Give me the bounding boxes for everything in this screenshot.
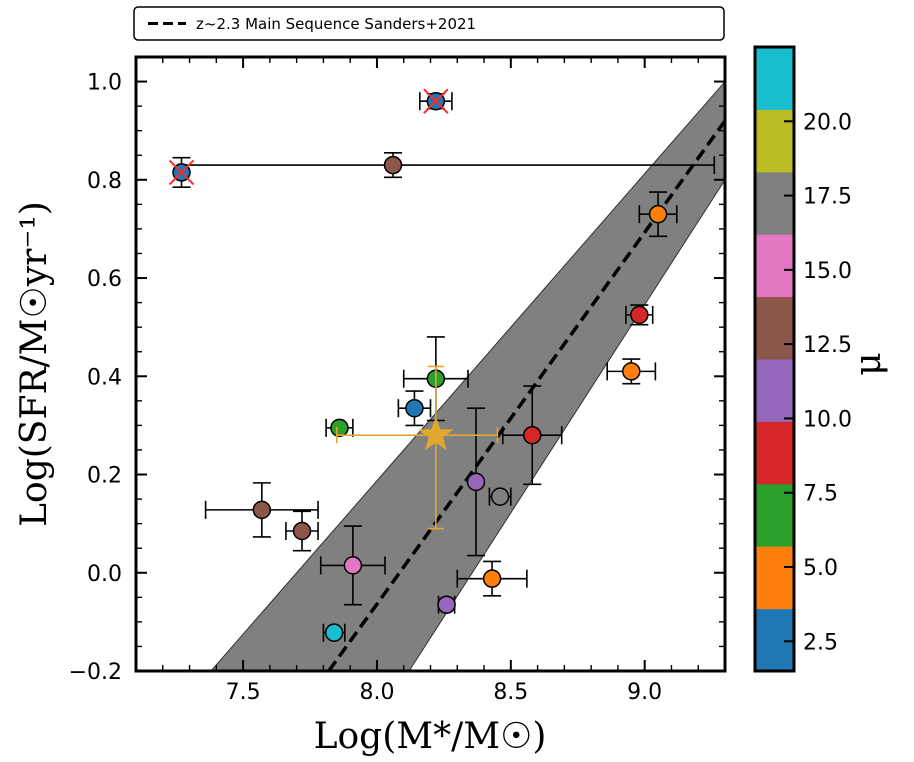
rejected-cross: [423, 88, 449, 114]
point-marker: [383, 155, 403, 175]
point-marker: [630, 305, 649, 325]
colorbar-tick-label: 17.5: [803, 185, 852, 210]
x-tick-label: 9.0: [627, 680, 662, 705]
legend-box: [133, 6, 725, 41]
plot-frame: [134, 55, 727, 673]
point-marker: [648, 204, 668, 224]
stack-star-group: [335, 365, 499, 530]
colorbar-segment: [755, 421, 794, 485]
y-tick-label: 0.2: [87, 464, 122, 489]
colorbar-segment: [755, 234, 794, 298]
point-marker: [330, 418, 349, 438]
data-point: [285, 510, 319, 552]
data-point: [625, 304, 654, 326]
data-point: [325, 418, 354, 438]
y-tick-label: 0.4: [87, 365, 122, 390]
point-marker: [324, 623, 344, 642]
colorbar-segment: [755, 359, 794, 422]
point-marker: [466, 472, 486, 492]
legend-entry-main-sequence: z~2.3 Main Sequence Sanders+2021: [196, 15, 476, 33]
data-point: [638, 191, 678, 238]
colorbar-tick-label: 10.0: [803, 407, 852, 432]
colorbar-segment: [755, 171, 794, 235]
colorbar-segment: [755, 546, 794, 610]
data-point: [466, 407, 486, 557]
point-marker: [522, 425, 542, 445]
stack-star-marker: [418, 416, 454, 451]
colorbar-segment: [755, 608, 794, 672]
colorbar-segment: [755, 296, 794, 360]
colorbar-tick-label: 12.5: [803, 333, 852, 358]
data-point: [437, 595, 456, 614]
y-tick-label: 0.0: [87, 562, 122, 587]
y-tick-label: 0.8: [87, 169, 122, 194]
x-tick-label: 8.5: [493, 680, 528, 705]
point-marker: [343, 556, 363, 575]
y-tick-label: 1.0: [87, 71, 122, 96]
data-point: [319, 525, 386, 606]
colorbar-tick-label: 15.0: [803, 259, 852, 284]
y-tick-label: −0.2: [69, 660, 122, 685]
y-tick-label: 0.6: [87, 267, 122, 292]
x-tick-labels: 7.5 8.0 8.5 9.0: [226, 680, 663, 705]
colorbar: [753, 45, 796, 673]
colorbar-frame: [753, 45, 796, 673]
x-axis-title: Log(M*/M☉): [314, 716, 547, 757]
data-points: [168, 88, 678, 642]
rejected-cross: [168, 159, 195, 186]
colorbar-tick-labels: 2.5 5.0 7.5 10.0 12.5 15.0 17.5 20.0: [803, 110, 852, 655]
point-marker: [482, 569, 502, 588]
colorbar-tick-label: 7.5: [803, 482, 838, 507]
colorbar-title: μ: [848, 352, 889, 375]
data-point: [383, 151, 403, 179]
data-point: [168, 156, 195, 188]
colorbar-tick-label: 5.0: [803, 556, 838, 581]
data-point: [204, 482, 319, 538]
x-tick-label: 7.5: [226, 680, 261, 705]
data-point: [488, 487, 512, 506]
point-marker: [405, 398, 424, 418]
x-tick-label: 8.0: [359, 680, 394, 705]
y-axis-title: Log(SFR/M☉yr⁻¹): [14, 201, 55, 527]
point-marker: [622, 362, 641, 381]
point-marker: [252, 500, 272, 520]
data-point: [397, 390, 432, 427]
y-tick-labels: −0.2 0.0 0.2 0.4 0.6 0.8 1.0: [69, 71, 122, 685]
colorbar-tick-label: 2.5: [803, 630, 838, 655]
colorbar-tick-label: 20.0: [803, 110, 852, 135]
point-marker: [437, 595, 456, 614]
colorbar-segment: [755, 483, 794, 547]
data-point: [322, 623, 346, 642]
point-marker: [490, 487, 510, 506]
data-point: [606, 358, 657, 385]
data-point: [418, 88, 453, 114]
colorbar-segment: [755, 109, 794, 173]
legend: z~2.3 Main Sequence Sanders+2021: [133, 6, 725, 41]
colorbar-segment: [755, 47, 794, 110]
point-marker: [292, 521, 312, 541]
data-point: [456, 560, 528, 597]
data-point: [501, 385, 563, 486]
